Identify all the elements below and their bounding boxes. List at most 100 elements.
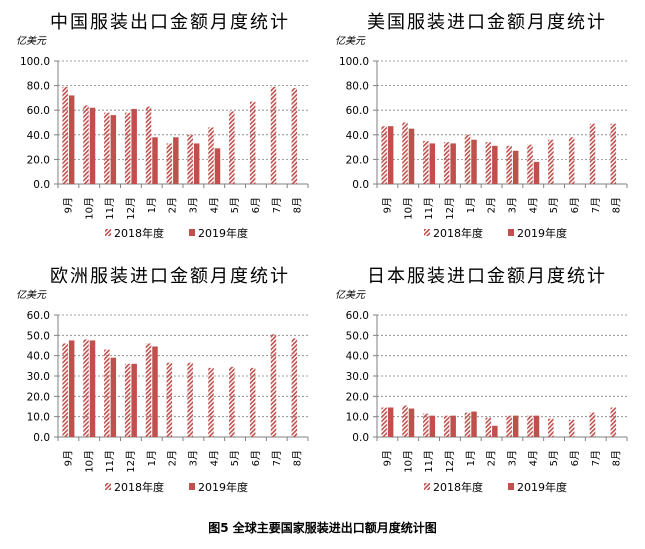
x-tick-label: 5月 [548,197,560,213]
bar-2019 [512,150,519,184]
bar-2018 [381,126,387,184]
y-tick-label: 30.0 [346,371,369,383]
y-tick-label: 0.0 [352,179,369,191]
bar-2018 [229,366,235,437]
y-tick-label: 20.0 [27,391,50,403]
y-axis-unit: 亿美元 [16,35,47,47]
y-tick-label: 20.0 [346,391,369,403]
x-tick-label: 6月 [569,450,581,466]
x-tick-label: 9月 [381,450,393,466]
y-axis-unit: 亿美元 [16,289,47,301]
bar-2018 [104,112,110,184]
y-tick-label: 60.0 [346,105,369,117]
x-tick-label: 2月 [167,450,179,466]
bar-2018 [527,415,533,437]
legend-swatch-2019 [508,229,514,236]
legend: 2018年度 2019年度 [105,480,248,494]
x-tick-label: 10月 [83,197,95,220]
bar-2019 [131,108,137,184]
x-tick-label: 12月 [444,450,456,473]
bar-2018 [291,338,298,437]
x-tick-label: 12月 [125,450,137,473]
legend: 2018年度 2019年度 [105,226,248,240]
bar-2018 [402,122,408,184]
y-tick-label: 10.0 [27,412,50,424]
legend-swatch-2018 [105,483,111,490]
bar-2018 [485,417,492,437]
x-tick-label: 4月 [208,197,220,213]
y-tick-label: 20.0 [27,154,50,166]
bar-2018 [485,142,492,184]
bar-2019 [193,143,200,184]
x-tick-label: 3月 [187,197,199,213]
bar-2018 [83,339,89,437]
x-tick-label: 6月 [250,197,262,213]
x-tick-label: 2月 [486,450,498,466]
bar-2018 [270,86,277,184]
y-tick-label: 60.0 [27,105,50,117]
x-tick-label: 5月 [229,450,241,466]
bar-2019 [89,340,96,437]
x-tick-label: 7月 [590,197,602,213]
y-tick-label: 20.0 [346,154,369,166]
legend-label-2018: 2018年度 [433,480,483,494]
x-tick-label: 1月 [146,450,158,466]
bar-2019 [471,411,477,437]
bar-2018 [62,343,68,437]
legend-label-2018: 2018年度 [114,226,164,240]
bar-2018 [83,105,89,184]
y-axis-unit: 亿美元 [335,289,366,301]
bar-2018 [145,106,152,184]
bar-2018 [270,334,277,437]
bar-2018 [62,86,68,184]
y-tick-label: 80.0 [27,81,50,93]
bar-2019 [492,145,498,184]
bar-2019 [450,143,456,184]
x-tick-label: 4月 [527,197,539,213]
legend-label-2019: 2019年度 [198,226,248,240]
x-tick-label: 5月 [548,450,560,466]
y-tick-label: 60.0 [27,310,50,322]
y-tick-label: 80.0 [346,81,369,93]
legend: 2018年度 2019年度 [424,226,567,240]
bar-2018 [291,88,298,184]
x-tick-label: 4月 [208,450,220,466]
x-tick-label: 6月 [569,197,581,213]
legend-label-2018: 2018年度 [433,226,483,240]
figure-caption: 图5 全球主要国家服装进出口额月度统计图 [208,521,437,535]
y-tick-label: 50.0 [27,330,50,342]
bar-2018 [166,362,173,437]
y-tick-label: 30.0 [27,371,50,383]
x-tick-label: 7月 [590,450,602,466]
legend-label-2019: 2019年度 [198,480,248,494]
bar-2018 [506,415,512,437]
bar-2018 [527,144,533,184]
x-tick-label: 8月 [611,450,623,466]
legend-swatch-2018 [424,483,430,490]
bar-2019 [387,407,394,437]
x-tick-label: 1月 [465,450,477,466]
y-tick-label: 40.0 [346,351,369,363]
x-tick-label: 9月 [62,197,74,213]
bar-2018 [187,362,193,437]
bar-2019 [429,143,436,184]
bar-2018 [589,412,596,437]
legend: 2018年度 2019年度 [424,480,567,494]
bar-2018 [610,123,617,184]
bar-2018 [229,111,235,184]
legend-swatch-2018 [424,229,430,236]
y-tick-label: 0.0 [33,432,50,444]
bar-2019 [214,148,221,184]
legend-swatch-2019 [189,229,195,236]
x-tick-label: 11月 [104,450,116,473]
y-tick-label: 50.0 [346,330,369,342]
bar-2019 [131,363,137,437]
bar-2019 [492,425,498,437]
x-tick-label: 10月 [402,450,414,473]
x-tick-label: 1月 [465,197,477,213]
x-tick-label: 8月 [611,197,623,213]
bar-2018 [464,412,471,437]
